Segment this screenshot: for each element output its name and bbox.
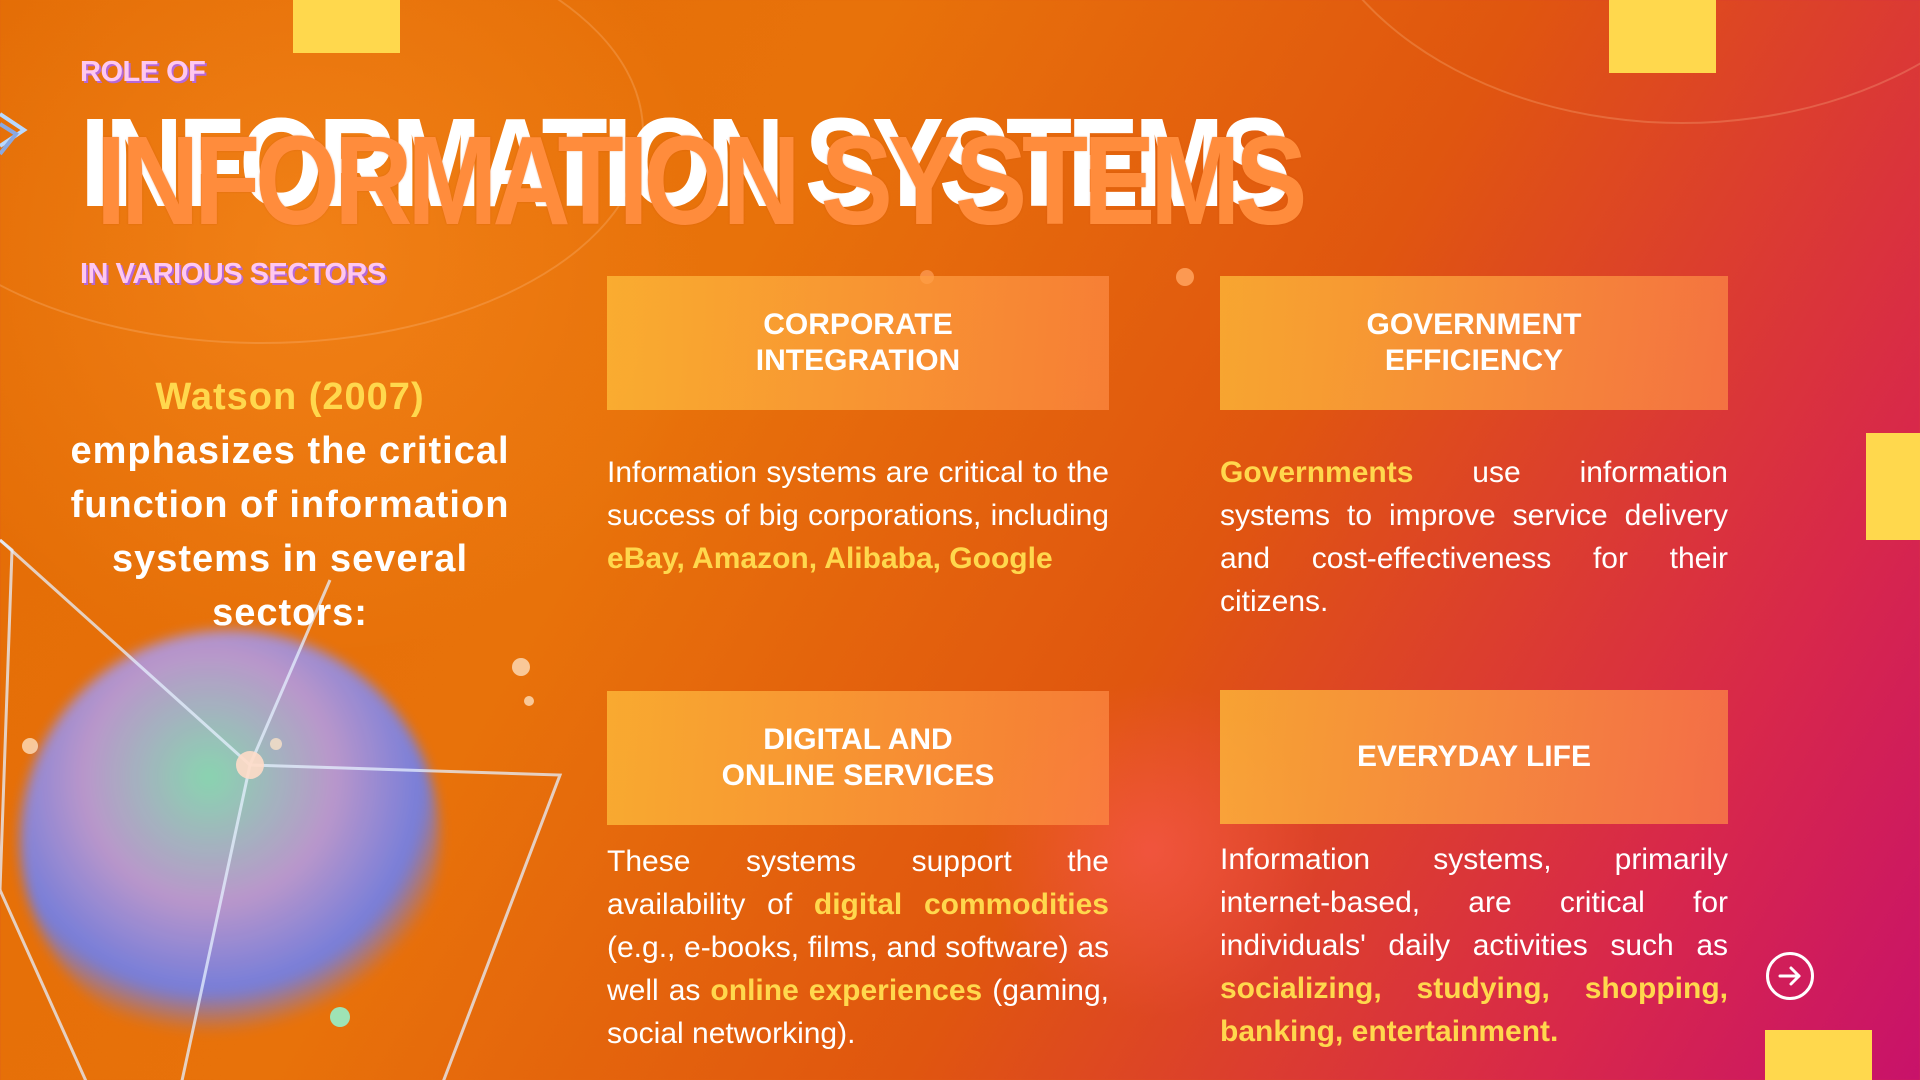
card-highlight: eBay, Amazon, Alibaba, Google bbox=[607, 542, 1053, 575]
citation: Watson (2007) bbox=[155, 376, 425, 418]
card-text: (gaming, social networking). bbox=[607, 974, 1109, 1050]
decorative-yellow-block bbox=[293, 0, 400, 53]
decorative-dot bbox=[22, 738, 38, 754]
card-highlight: Governments bbox=[1220, 456, 1414, 489]
arrow-right-circle-icon bbox=[1778, 966, 1801, 986]
decorative-dot bbox=[1176, 268, 1194, 286]
decorative-ring bbox=[1300, 0, 1920, 124]
title-subtitle: IN VARIOUS SECTORS bbox=[80, 258, 386, 290]
decorative-orb bbox=[20, 630, 440, 1050]
page-title: INFORMATION SYSTEMS bbox=[80, 92, 1291, 233]
card-heading-digital: DIGITAL AND ONLINE SERVICES bbox=[607, 691, 1109, 825]
card-text: These systems support the availability o… bbox=[607, 845, 1109, 921]
next-slide-button[interactable] bbox=[1766, 952, 1814, 1000]
intro-text: emphasizes the critical function of info… bbox=[70, 430, 510, 634]
card-text-everyday: Information systems, primarily internet-… bbox=[1220, 838, 1728, 1053]
card-text: (e.g., e-books, films, and software) as … bbox=[607, 931, 1109, 1007]
card-heading-everyday: EVERYDAY LIFE bbox=[1220, 690, 1728, 824]
intro-statement: Watson (2007) emphasizes the critical fu… bbox=[60, 370, 520, 640]
decorative-yellow-block bbox=[1765, 1030, 1872, 1080]
card-text-government: Governments use information systems to i… bbox=[1220, 451, 1728, 623]
title-eyebrow: ROLE OF bbox=[80, 56, 206, 88]
card-text-corporate: Information systems are critical to the … bbox=[607, 451, 1109, 580]
page-title-overlay: INFORMATION SYSTEMS bbox=[96, 110, 1307, 251]
card-text: Information systems, primarily internet-… bbox=[1220, 843, 1728, 962]
card-highlight: online experiences bbox=[710, 974, 983, 1007]
card-text-digital: These systems support the availability o… bbox=[607, 840, 1109, 1055]
decorative-dot bbox=[512, 658, 530, 676]
decorative-yellow-block bbox=[1609, 0, 1716, 73]
card-highlight: digital commodities bbox=[813, 888, 1109, 921]
decorative-dot bbox=[524, 696, 534, 706]
decorative-yellow-block bbox=[1866, 433, 1920, 540]
card-text: use information systems to improve servi… bbox=[1220, 456, 1728, 618]
card-heading-corporate: CORPORATE INTEGRATION bbox=[607, 276, 1109, 410]
card-highlight: socializing, studying, shopping, banking… bbox=[1220, 972, 1728, 1048]
card-text: Information systems are critical to the … bbox=[607, 456, 1109, 532]
layered-chevron-icon bbox=[0, 112, 28, 156]
decorative-dot bbox=[270, 738, 282, 750]
card-heading-government: GOVERNMENT EFFICIENCY bbox=[1220, 276, 1728, 410]
